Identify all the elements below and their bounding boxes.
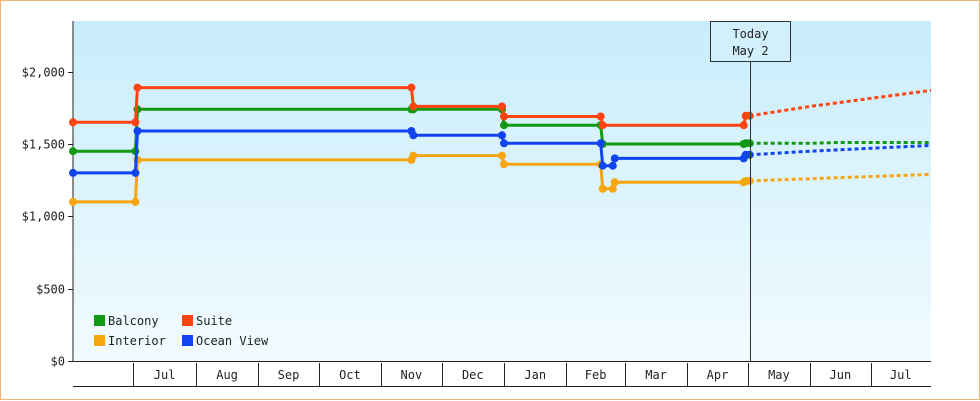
today-marker: Today May 2 [710,21,791,361]
data-point [608,161,617,170]
month-label: Jun [830,368,852,382]
data-point [133,127,142,135]
data-point [69,168,77,177]
series-interior [69,151,932,206]
data-point [608,184,617,193]
data-point [409,102,418,111]
y-axis: $0 $500 $1,000 $1,500 $2,000 [22,21,74,369]
y-tick-label: $1,500 [22,138,65,152]
month-label: Oct [339,368,361,382]
data-point [409,151,418,160]
data-point [69,147,77,156]
month-label: May [768,368,790,382]
legend-label: Interior [108,334,166,348]
data-point [409,131,418,140]
data-point [500,121,508,130]
today-box [710,21,791,62]
month-label: Sep [278,368,300,382]
data-point [598,184,607,193]
month-label: Jul [154,368,176,382]
month-label: Dec [462,368,484,382]
y-tick-label: $0 [51,355,65,369]
legend-swatch [94,315,105,326]
data-point [596,139,605,148]
series-suite [69,83,932,130]
month-label: Jul [890,368,912,382]
data-point [69,197,77,206]
data-point [407,83,416,92]
series-line [71,129,752,175]
month-label: Aug [216,368,238,382]
legend-swatch [94,335,105,346]
y-tick-label: $500 [36,283,65,297]
data-point [500,112,508,121]
data-point [745,139,754,148]
data-point [498,131,506,140]
month-label: Apr [707,368,729,382]
month-label: Mar [645,368,667,382]
series-forecast-line [749,143,932,157]
legend-label: Suite [196,314,232,328]
series-ocean-view [69,127,932,177]
legend-swatch [182,335,193,346]
data-point [596,112,605,121]
data-point [598,161,607,170]
x-axis: Jul Aug Sep Oct Nov Dec Jan Feb Mar Apr May Jun Jul [73,361,931,387]
data-point [610,154,619,163]
series-lines [69,83,932,206]
series-forecast-line [749,88,932,118]
series-forecast-line [749,141,931,145]
data-point [745,150,754,159]
today-label: Today [732,27,768,41]
data-point [610,178,619,187]
data-point [739,121,748,130]
legend-swatch [182,315,193,326]
data-point [131,118,140,127]
series-forecast-line [749,172,932,183]
data-point [498,151,506,160]
today-date-label: May 2 [732,44,768,58]
data-point [131,168,140,177]
data-point [500,139,508,148]
month-label: Jan [524,368,546,382]
data-point [745,176,754,185]
y-tick-label: $2,000 [22,66,65,80]
data-point [133,83,142,92]
legend-label: Balcony [108,314,159,328]
plot-background [73,21,931,361]
month-label: Feb [585,368,607,382]
y-tick-label: $1,000 [22,210,65,224]
data-point [500,160,508,169]
data-point [131,197,140,206]
data-point [69,118,77,127]
legend: Balcony Suite Interior Ocean View [94,314,269,348]
month-label: Nov [401,368,423,382]
legend-label: Ocean View [196,334,269,348]
data-point [598,121,607,130]
series-line [71,154,752,204]
data-point [745,111,754,120]
data-point [498,102,506,111]
